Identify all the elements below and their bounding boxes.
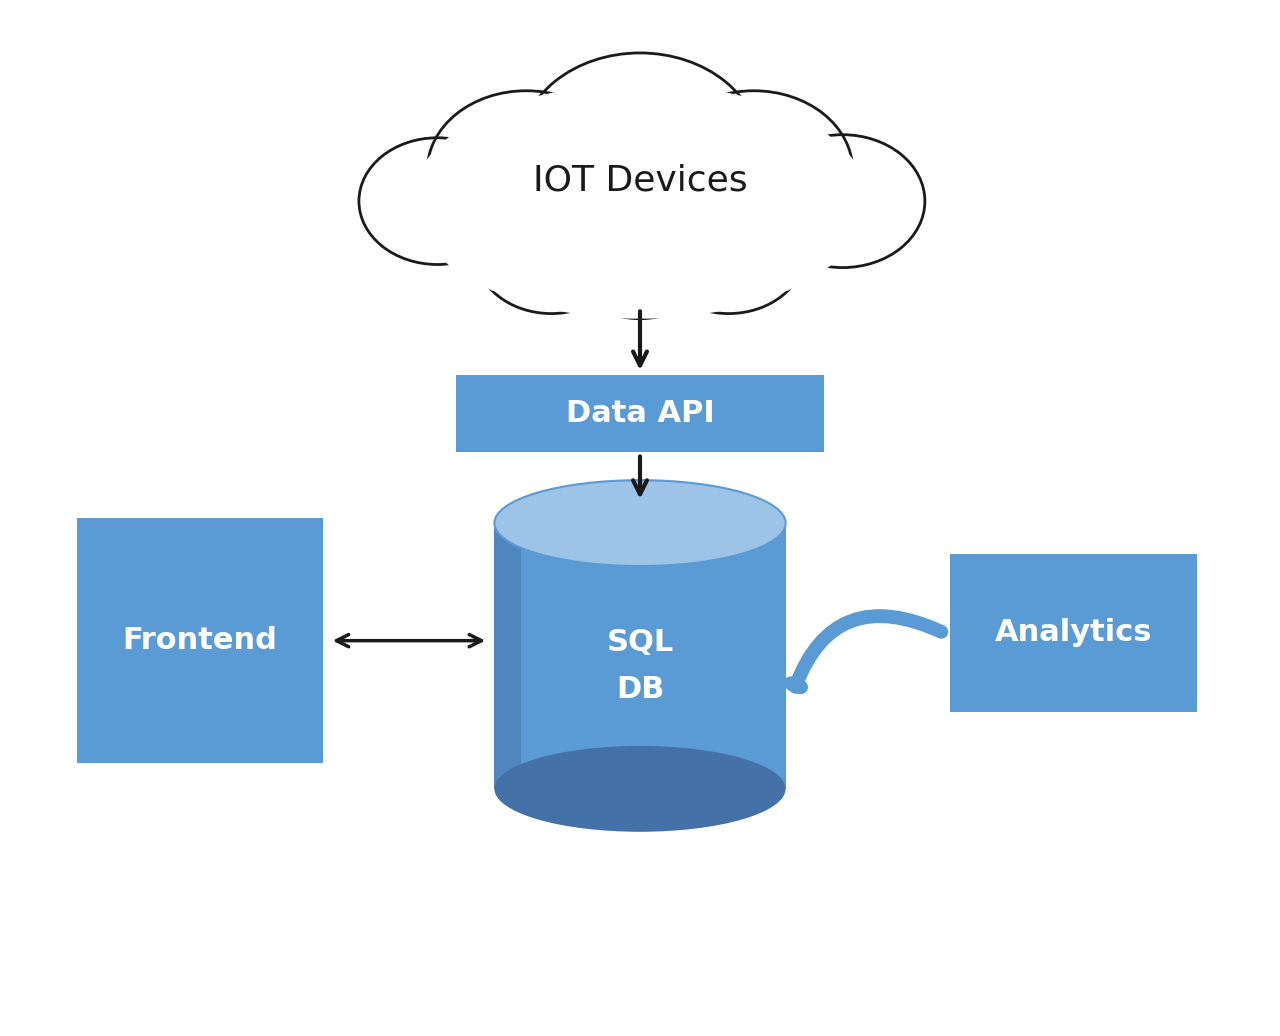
- Text: IOT Devices: IOT Devices: [532, 164, 748, 198]
- FancyArrowPatch shape: [791, 616, 941, 687]
- Circle shape: [520, 53, 760, 248]
- Circle shape: [655, 91, 852, 251]
- Circle shape: [428, 91, 625, 251]
- Ellipse shape: [494, 480, 786, 566]
- Bar: [494, 523, 521, 788]
- Text: Analytics: Analytics: [995, 618, 1152, 648]
- Text: Data API: Data API: [566, 399, 714, 428]
- Bar: [494, 523, 786, 788]
- Text: SQL
DB: SQL DB: [607, 628, 673, 704]
- Circle shape: [358, 138, 516, 264]
- FancyBboxPatch shape: [950, 554, 1197, 712]
- Text: Frontend: Frontend: [123, 626, 278, 655]
- FancyBboxPatch shape: [77, 518, 324, 764]
- Circle shape: [760, 135, 925, 267]
- Ellipse shape: [412, 84, 868, 319]
- Circle shape: [475, 191, 627, 314]
- FancyBboxPatch shape: [457, 375, 823, 452]
- Circle shape: [571, 206, 709, 319]
- Ellipse shape: [494, 746, 786, 832]
- Circle shape: [653, 191, 805, 314]
